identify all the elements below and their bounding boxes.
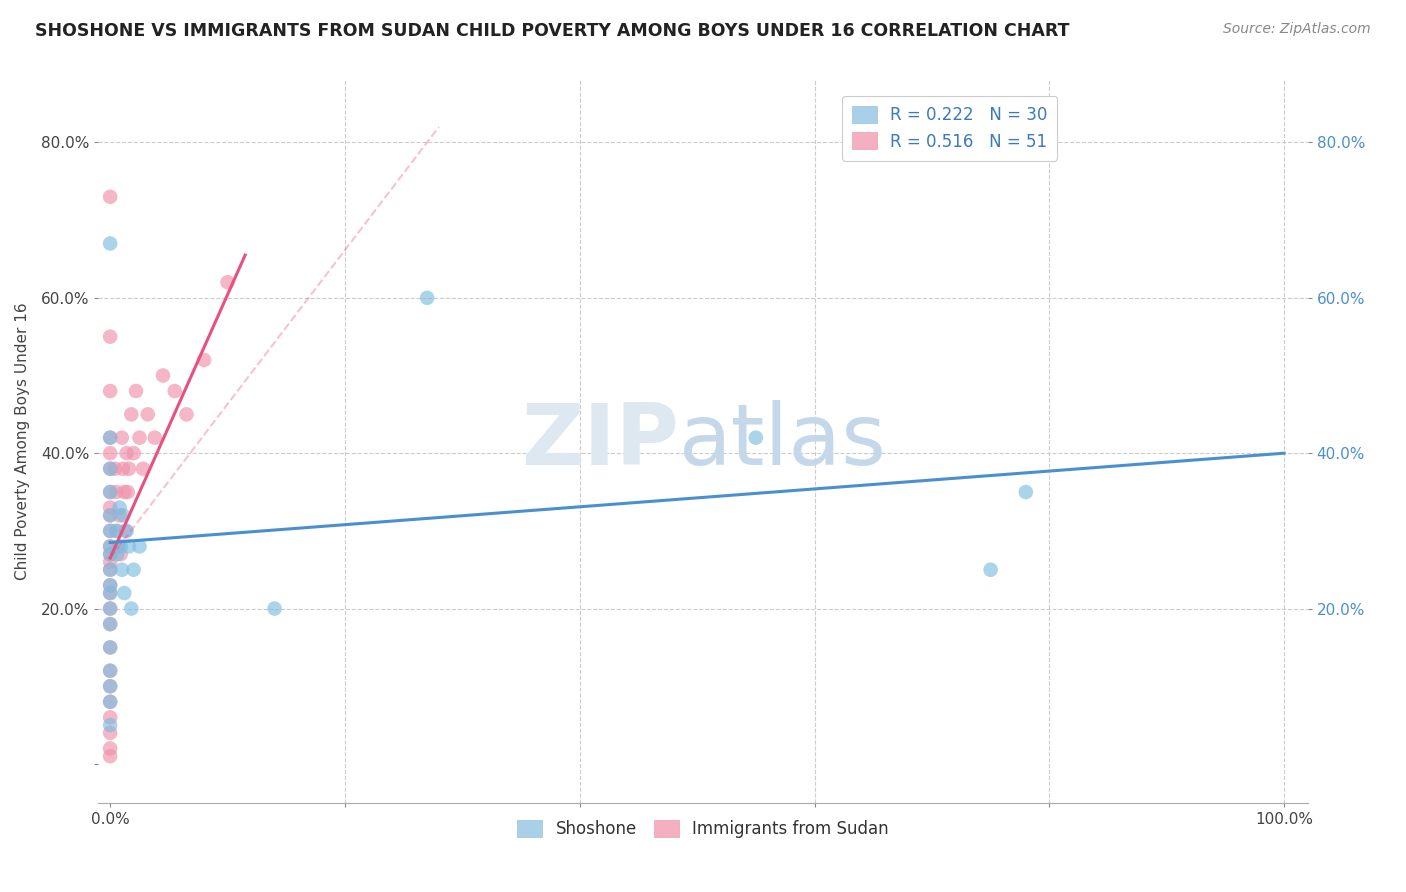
Point xyxy=(118,461,141,475)
Point xyxy=(98,384,121,398)
Point xyxy=(98,446,121,460)
Point xyxy=(98,695,121,709)
Point xyxy=(98,601,121,615)
Point xyxy=(122,446,145,460)
Point xyxy=(745,431,768,445)
Point xyxy=(115,524,138,538)
Point xyxy=(111,563,134,577)
Point xyxy=(263,601,285,615)
Point xyxy=(110,547,132,561)
Point xyxy=(143,431,166,445)
Point xyxy=(115,446,138,460)
Point xyxy=(105,547,128,561)
Point xyxy=(98,329,121,343)
Point xyxy=(105,485,128,500)
Point xyxy=(98,617,121,632)
Point xyxy=(125,384,148,398)
Point xyxy=(98,461,121,475)
Point xyxy=(98,547,121,561)
Point xyxy=(98,524,121,538)
Point xyxy=(112,508,135,523)
Point xyxy=(98,540,121,554)
Point xyxy=(108,508,131,523)
Point xyxy=(98,485,121,500)
Point xyxy=(98,485,121,500)
Point xyxy=(98,664,121,678)
Point xyxy=(98,508,121,523)
Point xyxy=(108,500,131,515)
Point xyxy=(98,710,121,724)
Point xyxy=(128,540,150,554)
Point xyxy=(98,718,121,732)
Point xyxy=(105,524,128,538)
Point xyxy=(98,431,121,445)
Point xyxy=(980,563,1002,577)
Text: atlas: atlas xyxy=(679,400,887,483)
Point xyxy=(98,679,121,693)
Point xyxy=(111,431,134,445)
Point xyxy=(193,353,215,368)
Point xyxy=(98,431,121,445)
Point xyxy=(176,408,198,422)
Point xyxy=(98,540,121,554)
Point xyxy=(217,275,239,289)
Point xyxy=(136,408,159,422)
Text: ZIP: ZIP xyxy=(522,400,679,483)
Point xyxy=(98,578,121,592)
Point xyxy=(98,749,121,764)
Point xyxy=(98,236,121,251)
Point xyxy=(118,540,141,554)
Point xyxy=(98,679,121,693)
Point xyxy=(112,586,135,600)
Point xyxy=(122,563,145,577)
Point xyxy=(98,563,121,577)
Point xyxy=(117,485,139,500)
Point xyxy=(98,500,121,515)
Point xyxy=(98,563,121,577)
Point xyxy=(98,640,121,655)
Point xyxy=(112,461,135,475)
Point xyxy=(163,384,186,398)
Point xyxy=(152,368,174,383)
Point xyxy=(114,524,136,538)
Point xyxy=(98,640,121,655)
Point xyxy=(98,547,121,561)
Point xyxy=(416,291,439,305)
Y-axis label: Child Poverty Among Boys Under 16: Child Poverty Among Boys Under 16 xyxy=(15,302,30,581)
Point xyxy=(98,555,121,569)
Point xyxy=(98,190,121,204)
Point xyxy=(120,601,142,615)
Point xyxy=(98,601,121,615)
Point xyxy=(120,408,142,422)
Point xyxy=(128,431,150,445)
Point xyxy=(98,664,121,678)
Point xyxy=(98,461,121,475)
Point xyxy=(98,524,121,538)
Point xyxy=(112,485,135,500)
Point xyxy=(98,741,121,756)
Point xyxy=(1015,485,1038,500)
Text: SHOSHONE VS IMMIGRANTS FROM SUDAN CHILD POVERTY AMONG BOYS UNDER 16 CORRELATION : SHOSHONE VS IMMIGRANTS FROM SUDAN CHILD … xyxy=(35,22,1070,40)
Point xyxy=(98,695,121,709)
Point xyxy=(104,461,127,475)
Point xyxy=(110,540,132,554)
Legend: Shoshone, Immigrants from Sudan: Shoshone, Immigrants from Sudan xyxy=(510,814,896,845)
Point xyxy=(132,461,155,475)
Point xyxy=(107,540,129,554)
Point xyxy=(98,726,121,740)
Point xyxy=(98,578,121,592)
Point xyxy=(98,586,121,600)
Text: Source: ZipAtlas.com: Source: ZipAtlas.com xyxy=(1223,22,1371,37)
Point xyxy=(98,508,121,523)
Point xyxy=(98,617,121,632)
Point xyxy=(105,524,128,538)
Point xyxy=(98,586,121,600)
